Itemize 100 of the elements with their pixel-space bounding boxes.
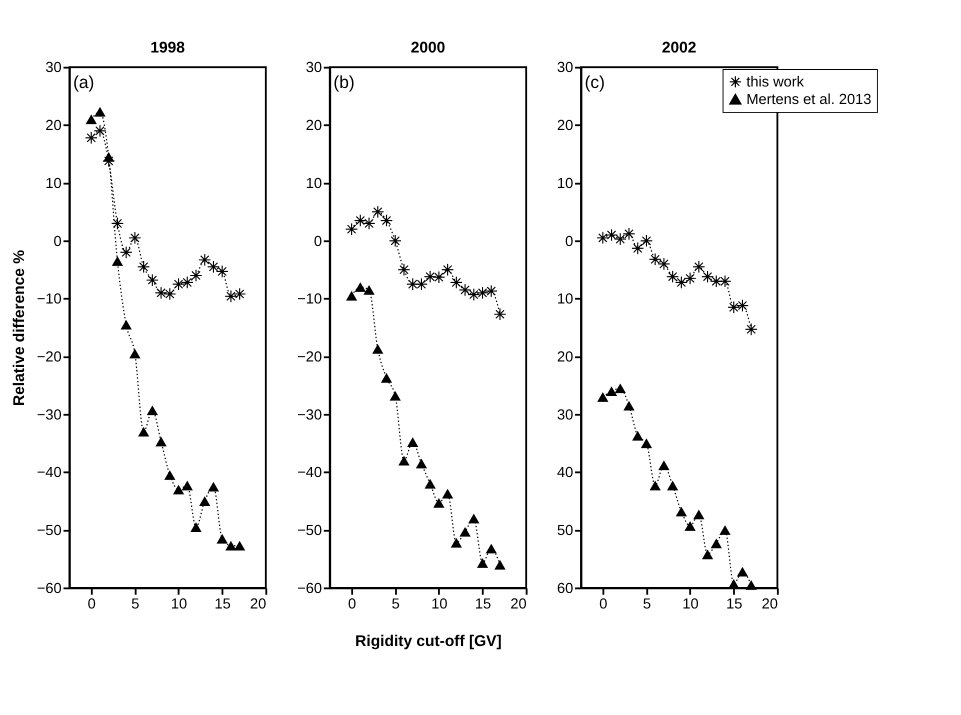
y-tick-label: 0 [314, 234, 322, 250]
point [208, 482, 220, 492]
point [380, 373, 392, 383]
y-tick-label: −30 [297, 407, 322, 424]
y-tick-label: −10 [36, 292, 62, 308]
point [476, 558, 488, 568]
x-tick-label: 0 [348, 596, 356, 612]
y-tick-label: −40 [297, 465, 322, 482]
point [597, 392, 608, 402]
y-tick-label: −30 [36, 407, 62, 424]
y-tick-label: −60 [297, 580, 322, 597]
annotation: (c) [584, 72, 605, 92]
y-tick-label: −10 [297, 292, 322, 308]
point [623, 400, 635, 411]
point [398, 263, 410, 276]
point [86, 114, 97, 124]
point [746, 580, 757, 590]
point [614, 383, 626, 394]
annotation: (a) [73, 72, 94, 92]
point [650, 480, 661, 490]
x-tick-label: 5 [131, 596, 140, 612]
point [667, 480, 678, 490]
point [94, 124, 106, 138]
point [190, 522, 202, 532]
point [198, 254, 212, 266]
point [640, 438, 652, 448]
point [710, 538, 722, 548]
y-tick-label: 30 [45, 60, 62, 76]
point [676, 506, 687, 516]
point [225, 540, 237, 551]
y-tick-label: 10 [306, 176, 322, 192]
point [120, 320, 132, 330]
point [390, 390, 401, 401]
x-tick-label: 10 [170, 596, 188, 612]
x-tick-label: 20 [510, 596, 527, 612]
point [486, 544, 497, 554]
point [468, 514, 480, 524]
y-tick-label: 30 [556, 407, 574, 424]
x-axis-title: Rigidity cut-off [GV] [355, 632, 502, 650]
y-tick-label: 0 [54, 234, 62, 250]
annotation: (b) [333, 72, 355, 92]
chart-title: 2002 [662, 40, 697, 57]
point [163, 288, 176, 300]
point [398, 456, 410, 466]
chart-title: 1998 [150, 40, 186, 57]
point [433, 498, 444, 508]
x-tick-label: 5 [642, 596, 651, 612]
y-tick-label: 20 [556, 350, 574, 366]
point [606, 386, 618, 396]
y-tick-label: −20 [36, 350, 62, 366]
point [199, 496, 210, 506]
legend-label: this work [746, 74, 805, 90]
legend-label: Mertens et al. 2013 [746, 92, 872, 108]
y-tick-label: −50 [36, 523, 62, 540]
y-tick-label: 30 [306, 60, 322, 76]
point [362, 217, 376, 230]
point [702, 550, 714, 560]
x-tick-label: 10 [682, 596, 699, 612]
y-tick-label: 20 [45, 118, 62, 134]
y-tick-label: −60 [36, 580, 62, 597]
x-tick-label: 15 [214, 596, 231, 612]
point [407, 437, 418, 447]
point [631, 242, 644, 255]
point [94, 106, 106, 117]
point [102, 154, 116, 168]
point [415, 278, 428, 290]
point [380, 214, 393, 227]
point [354, 282, 366, 292]
point [363, 285, 375, 295]
point [718, 274, 732, 288]
point [155, 436, 167, 446]
point [372, 344, 384, 354]
x-tick-label: 5 [392, 596, 400, 612]
point [458, 284, 472, 296]
y-tick-label: 50 [556, 523, 574, 540]
point [710, 274, 723, 288]
point [416, 458, 428, 468]
x-tick-label: 0 [599, 596, 608, 612]
y-tick-label: 60 [556, 580, 574, 597]
point [207, 260, 220, 274]
y-tick-label: 20 [306, 118, 322, 134]
y-tick-label: 20 [556, 118, 574, 134]
point [442, 488, 454, 498]
x-tick-label: 10 [431, 596, 448, 612]
point [459, 526, 471, 537]
y-tick-label: 10 [556, 292, 574, 308]
x-tick-label: 0 [88, 596, 96, 612]
point [216, 265, 229, 278]
point [648, 252, 662, 266]
point [658, 258, 670, 270]
point [494, 560, 506, 570]
point [146, 274, 159, 286]
point [234, 540, 246, 551]
point [640, 234, 653, 248]
point [182, 480, 193, 490]
point [719, 525, 731, 535]
y-tick-label: 10 [556, 176, 574, 192]
point [388, 234, 402, 248]
point [146, 405, 158, 416]
point [424, 478, 436, 489]
